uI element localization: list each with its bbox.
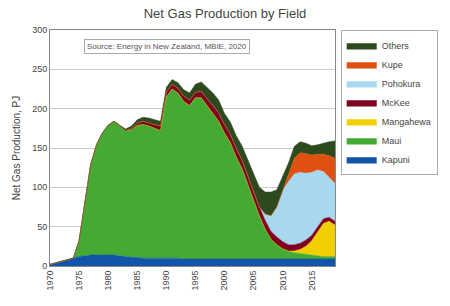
svg-text:Net Gas Production by Field: Net Gas Production by Field: [144, 6, 307, 21]
svg-text:Source: Energy in New Zealand,: Source: Energy in New Zealand, MBIE, 202…: [87, 42, 247, 51]
svg-text:Net Gas Production, PJ: Net Gas Production, PJ: [11, 96, 22, 201]
svg-text:1985: 1985: [132, 271, 142, 291]
svg-text:Kapuni: Kapuni: [382, 155, 410, 165]
svg-text:1990: 1990: [161, 271, 171, 291]
svg-text:250: 250: [32, 64, 47, 74]
svg-text:150: 150: [32, 143, 47, 153]
svg-text:1970: 1970: [45, 271, 55, 291]
svg-text:1980: 1980: [103, 271, 113, 291]
svg-text:1995: 1995: [190, 271, 200, 291]
svg-text:Pohokura: Pohokura: [382, 79, 421, 89]
svg-text:200: 200: [32, 104, 47, 114]
svg-text:2005: 2005: [248, 271, 258, 291]
svg-text:Mangahewa: Mangahewa: [382, 117, 431, 127]
svg-text:McKee: McKee: [382, 98, 410, 108]
svg-text:100: 100: [32, 182, 47, 192]
svg-text:50: 50: [37, 222, 47, 232]
svg-text:300: 300: [32, 25, 47, 35]
svg-text:0: 0: [42, 261, 47, 271]
svg-text:2015: 2015: [307, 271, 317, 291]
svg-text:1975: 1975: [74, 271, 84, 291]
svg-text:Kupe: Kupe: [382, 60, 403, 70]
svg-text:Others: Others: [382, 41, 410, 51]
svg-text:2010: 2010: [278, 271, 288, 291]
svg-text:Maui: Maui: [382, 136, 402, 146]
svg-text:2000: 2000: [219, 271, 229, 291]
